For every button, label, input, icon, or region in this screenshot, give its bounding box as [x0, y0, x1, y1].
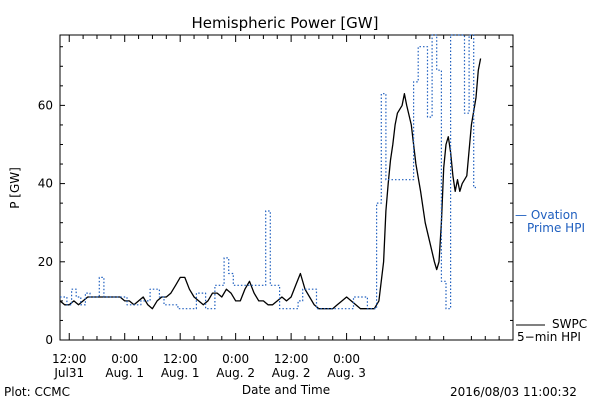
legend-ovation-line1: — Ovation: [515, 208, 578, 222]
legend-ovation-line2: Prime HPI: [527, 221, 585, 235]
x-tick-label-date: Aug. 3: [327, 366, 366, 380]
x-tick-label-time: 12:00: [274, 352, 309, 366]
x-tick-label-date: Aug. 2: [216, 366, 255, 380]
footer-credit: Plot: CCMC: [4, 385, 70, 399]
x-tick-label-date: Aug. 2: [272, 366, 311, 380]
x-tick-label-date: Aug. 1: [161, 366, 200, 380]
legend-swpc-line1: SWPC: [552, 317, 587, 331]
footer-timestamp: 2016/08/03 11:00:32: [450, 385, 577, 399]
y-axis-label: P [GW]: [8, 167, 22, 209]
series-layer: [59, 34, 482, 310]
plot-frame: [59, 34, 514, 341]
y-tick-label: 20: [38, 255, 53, 269]
x-axis-label: Date and Time: [242, 383, 330, 397]
y-tick-label: 60: [38, 98, 53, 112]
x-tick-label-time: 12:00: [163, 352, 198, 366]
series-line-swpc-5-min-hpi: [59, 58, 482, 310]
x-tick-label-time: 0:00: [111, 352, 138, 366]
legend-swpc-line2: 5−min HPI: [517, 330, 581, 344]
y-tick-label: 0: [45, 333, 53, 347]
y-axis-ticks: 0 20 40 60: [38, 46, 513, 347]
x-tick-label-date: Aug. 1: [105, 366, 144, 380]
chart-title: Hemispheric Power [GW]: [192, 14, 379, 32]
y-tick-label: 40: [38, 177, 53, 191]
x-tick-label-time: 0:00: [333, 352, 360, 366]
x-tick-label-time: 12:00: [52, 352, 87, 366]
x-tick-label-time: 0:00: [222, 352, 249, 366]
x-tick-label-date: Jul31: [53, 366, 84, 380]
series-line-ovation-prime-hpi: [60, 34, 476, 310]
